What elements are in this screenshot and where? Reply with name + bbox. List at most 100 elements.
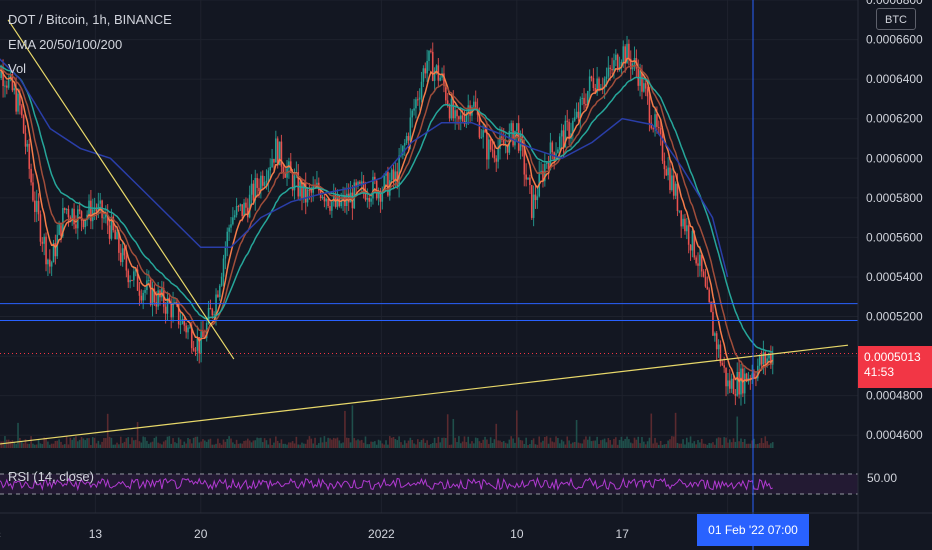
candle-body: [594, 87, 597, 93]
candle-body: [661, 134, 664, 161]
candle-body: [248, 194, 251, 218]
candle-body: [19, 93, 21, 106]
volume-bar: [360, 439, 363, 448]
volume-bar: [659, 440, 662, 448]
volume-bar: [138, 441, 141, 448]
candle-body: [239, 204, 242, 207]
volume-bar: [301, 442, 303, 448]
volume-bar: [437, 436, 440, 448]
volume-bar: [424, 442, 427, 448]
candle-body: [314, 186, 316, 188]
volume-bar: [372, 441, 374, 448]
volume-bar: [534, 444, 537, 448]
volume-bar: [134, 439, 137, 448]
candle-body: [573, 117, 576, 121]
candle-body: [377, 190, 380, 199]
symbol-legend[interactable]: DOT / Bitcoin, 1h, BINANCE: [8, 12, 172, 27]
volume-bar: [190, 443, 193, 448]
volume-bar: [549, 437, 552, 448]
volume-bar: [133, 440, 135, 448]
candle-body: [340, 200, 343, 207]
volume-bar: [725, 437, 727, 448]
x-tick-label: 10: [510, 527, 524, 541]
volume-bar: [284, 443, 286, 448]
candle-body: [246, 207, 249, 218]
volume-bar: [379, 440, 382, 448]
candle-body: [768, 353, 770, 359]
y-tick-label: 0.0005600: [866, 230, 923, 244]
volume-legend[interactable]: Vol: [8, 61, 27, 76]
volume-bar: [153, 437, 156, 448]
rsi-pane: [0, 473, 858, 495]
volume-bar: [465, 442, 468, 448]
candle-body: [366, 198, 369, 200]
volume-bar: [316, 444, 318, 448]
rsi-legend[interactable]: RSI (14, close): [8, 469, 94, 484]
volume-bar: [706, 444, 709, 448]
candle-body: [431, 51, 434, 81]
candle-body: [4, 85, 6, 87]
candle-body: [547, 162, 550, 170]
candle-body: [136, 269, 139, 291]
candle-body: [224, 247, 227, 259]
volume-bar: [538, 436, 541, 448]
volume-bar: [136, 422, 139, 448]
candle-body: [360, 181, 363, 184]
candle-body: [263, 182, 266, 186]
candle-body: [209, 308, 212, 310]
candle-body: [516, 123, 518, 131]
volume-bar: [194, 436, 197, 448]
candle-body: [48, 259, 51, 267]
volume-bar: [6, 439, 8, 448]
candle-body: [99, 200, 102, 204]
candle-body: [187, 327, 189, 333]
candle-body: [123, 248, 126, 256]
candle-body: [275, 138, 277, 163]
candle-body: [228, 227, 230, 232]
candle-body: [641, 70, 643, 92]
candle-body: [332, 195, 335, 202]
price-candles: [0, 35, 774, 406]
volume-bar: [704, 443, 707, 448]
candle-body: [119, 252, 122, 263]
volume-bar: [71, 439, 73, 448]
candle-body: [529, 177, 531, 186]
volume-bar: [325, 441, 328, 448]
candle-body: [495, 158, 498, 162]
candle-body: [304, 182, 307, 203]
currency-badge[interactable]: BTC: [876, 8, 916, 30]
volume-bar: [631, 443, 634, 448]
volume-bar: [588, 436, 591, 448]
volume-bar: [162, 441, 165, 448]
candle-body: [523, 146, 526, 175]
ema-legend[interactable]: EMA 20/50/100/200: [8, 37, 123, 52]
volume-bar: [568, 440, 570, 448]
volume-bar: [682, 439, 684, 448]
volume-bar: [547, 443, 550, 448]
volume-bar: [504, 442, 507, 448]
candle-body: [770, 353, 772, 365]
candle-body: [430, 50, 432, 52]
candle-body: [217, 294, 219, 297]
volume-bar: [228, 436, 230, 448]
candle-body: [140, 295, 143, 301]
volume-bar: [179, 439, 182, 448]
candle-body: [331, 201, 333, 211]
volume-bar: [523, 443, 526, 448]
candle-body: [375, 180, 378, 199]
volume-bar: [258, 438, 260, 448]
volume-bar: [24, 439, 27, 448]
volume-bar: [355, 440, 357, 448]
volume-bar: [32, 443, 34, 448]
volume-bar: [592, 440, 595, 448]
volume-bar: [452, 418, 455, 448]
volume-bar: [734, 441, 737, 448]
volume-bar: [482, 439, 484, 448]
volume-bar: [45, 437, 47, 448]
volume-bar: [288, 442, 290, 448]
volume-bar: [329, 438, 331, 448]
volume-bar: [473, 443, 475, 448]
candle-body: [211, 309, 214, 316]
candle-body: [67, 208, 70, 218]
